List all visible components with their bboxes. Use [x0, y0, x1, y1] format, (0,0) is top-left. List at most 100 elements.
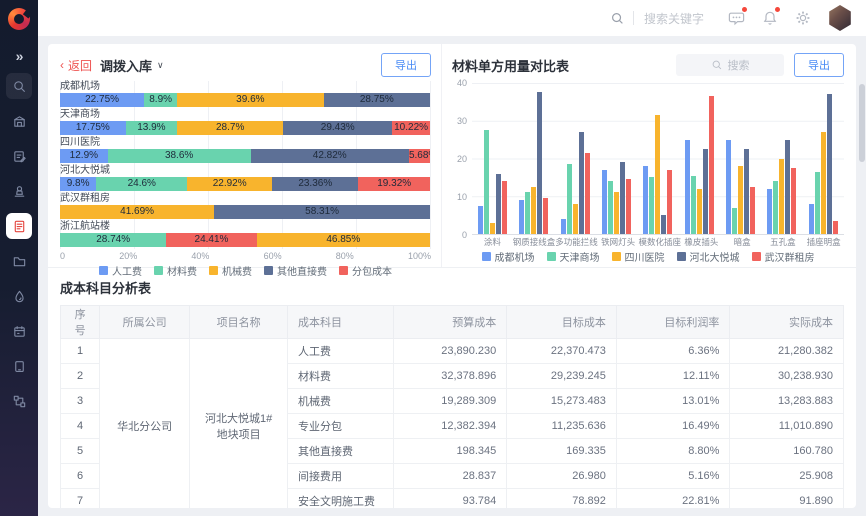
bar[interactable]: [490, 222, 496, 234]
legend-item[interactable]: 人工费: [99, 263, 142, 278]
bar-segment[interactable]: 38.6%: [107, 149, 251, 163]
bar[interactable]: [649, 177, 655, 234]
bar[interactable]: [832, 220, 838, 234]
bar[interactable]: [584, 152, 590, 234]
bar-segment[interactable]: 28.75%: [323, 93, 430, 107]
bar[interactable]: [537, 92, 543, 234]
bar[interactable]: [608, 181, 614, 234]
bar[interactable]: [566, 164, 572, 234]
legend-item[interactable]: 机械费: [209, 263, 252, 278]
bar-segment[interactable]: 5.68%: [408, 149, 430, 163]
settings-button[interactable]: [795, 10, 811, 26]
bar-segment[interactable]: 13.9%: [125, 121, 178, 135]
bar[interactable]: [525, 192, 531, 234]
notifications-button[interactable]: [762, 7, 780, 26]
user-avatar[interactable]: [829, 5, 851, 31]
bar-segment[interactable]: 46.85%: [256, 233, 430, 247]
bar[interactable]: [732, 207, 738, 234]
bar[interactable]: [661, 215, 667, 234]
scrollbar-thumb[interactable]: [859, 84, 865, 162]
bar-segment[interactable]: 19.32%: [358, 177, 430, 191]
bar[interactable]: [478, 205, 484, 234]
bar[interactable]: [620, 162, 626, 234]
bar-segment[interactable]: 12.9%: [60, 149, 108, 163]
bar[interactable]: [543, 198, 549, 234]
sidebar-item-devices[interactable]: [6, 353, 32, 379]
bar-segment[interactable]: 22.92%: [187, 177, 273, 191]
legend-item[interactable]: 其他直接费: [264, 263, 327, 278]
sidebar-item-approvals[interactable]: [6, 178, 32, 204]
bar[interactable]: [820, 132, 826, 234]
bar-segment[interactable]: 8.9%: [144, 93, 178, 107]
bar-segment[interactable]: 22.75%: [60, 93, 145, 107]
sidebar-item-files[interactable]: [6, 248, 32, 274]
sidebar-item-search[interactable]: [6, 73, 32, 99]
export-button[interactable]: 导出: [381, 53, 431, 77]
export-button[interactable]: 导出: [794, 53, 844, 77]
bar[interactable]: [708, 96, 714, 234]
sidebar-item-resources[interactable]: [6, 283, 32, 309]
bar[interactable]: [496, 173, 502, 234]
chevron-down-icon[interactable]: ∨: [157, 59, 164, 70]
messages-button[interactable]: [728, 7, 747, 26]
bar[interactable]: [773, 181, 779, 234]
bar[interactable]: [702, 149, 708, 234]
bar-segment[interactable]: 17.75%: [60, 121, 126, 135]
bar[interactable]: [531, 186, 537, 234]
bar[interactable]: [791, 167, 797, 234]
back-button[interactable]: ‹ 返回: [60, 57, 92, 74]
legend-item[interactable]: 分包成本: [339, 263, 392, 278]
bar[interactable]: [578, 132, 584, 234]
page-title[interactable]: 调拨入库: [100, 58, 153, 74]
bar-segment[interactable]: 29.43%: [283, 121, 393, 135]
sidebar-item-cost-analysis-active[interactable]: [6, 213, 32, 239]
bar[interactable]: [655, 115, 661, 234]
bar-segment[interactable]: 39.6%: [177, 93, 324, 107]
bar[interactable]: [814, 171, 820, 234]
bar[interactable]: [572, 203, 578, 234]
bar[interactable]: [626, 179, 632, 234]
legend-item[interactable]: 四川医院: [611, 249, 665, 264]
bar[interactable]: [779, 158, 785, 234]
bar[interactable]: [684, 139, 690, 234]
bar-segment[interactable]: 42.82%: [250, 149, 409, 163]
chart-search-input[interactable]: 搜索: [676, 54, 784, 76]
bar-segment[interactable]: 24.41%: [166, 233, 257, 247]
bar[interactable]: [602, 169, 608, 234]
bar-segment[interactable]: 9.8%: [60, 177, 97, 191]
bar[interactable]: [484, 130, 490, 234]
bar[interactable]: [560, 218, 566, 234]
bar[interactable]: [519, 200, 525, 234]
bar[interactable]: [767, 188, 773, 234]
legend-item[interactable]: 武汉群租房: [751, 249, 815, 264]
bar[interactable]: [643, 166, 649, 234]
bar[interactable]: [726, 139, 732, 234]
bar[interactable]: [744, 149, 750, 234]
bar[interactable]: [808, 203, 814, 234]
bar[interactable]: [502, 181, 508, 234]
bar[interactable]: [614, 192, 620, 234]
bar[interactable]: [696, 188, 702, 234]
bar[interactable]: [738, 166, 744, 234]
legend-item[interactable]: 成都机场: [481, 249, 535, 264]
bar-segment[interactable]: 41.69%: [60, 205, 215, 219]
sidebar-item-schedule[interactable]: [6, 318, 32, 344]
legend-item[interactable]: 材料费: [154, 263, 197, 278]
bar-segment[interactable]: 28.74%: [60, 233, 167, 247]
bar[interactable]: [785, 139, 791, 234]
bar[interactable]: [690, 175, 696, 234]
global-search[interactable]: 搜索关键字: [610, 10, 704, 27]
app-logo-icon[interactable]: [8, 8, 30, 30]
bar-segment[interactable]: 58.31%: [214, 205, 430, 219]
bar[interactable]: [750, 186, 756, 234]
bar-segment[interactable]: 24.6%: [96, 177, 188, 191]
legend-item[interactable]: 河北大悦城: [676, 249, 740, 264]
bar-segment[interactable]: 28.7%: [177, 121, 284, 135]
bar[interactable]: [667, 169, 673, 234]
sidebar-item-workflow[interactable]: [6, 388, 32, 414]
sidebar-item-documents[interactable]: [6, 143, 32, 169]
sidebar-expand-icon[interactable]: »: [15, 48, 24, 64]
sidebar-item-organization[interactable]: [6, 108, 32, 134]
legend-item[interactable]: 天津商场: [546, 249, 600, 264]
bar-segment[interactable]: 23.36%: [272, 177, 359, 191]
